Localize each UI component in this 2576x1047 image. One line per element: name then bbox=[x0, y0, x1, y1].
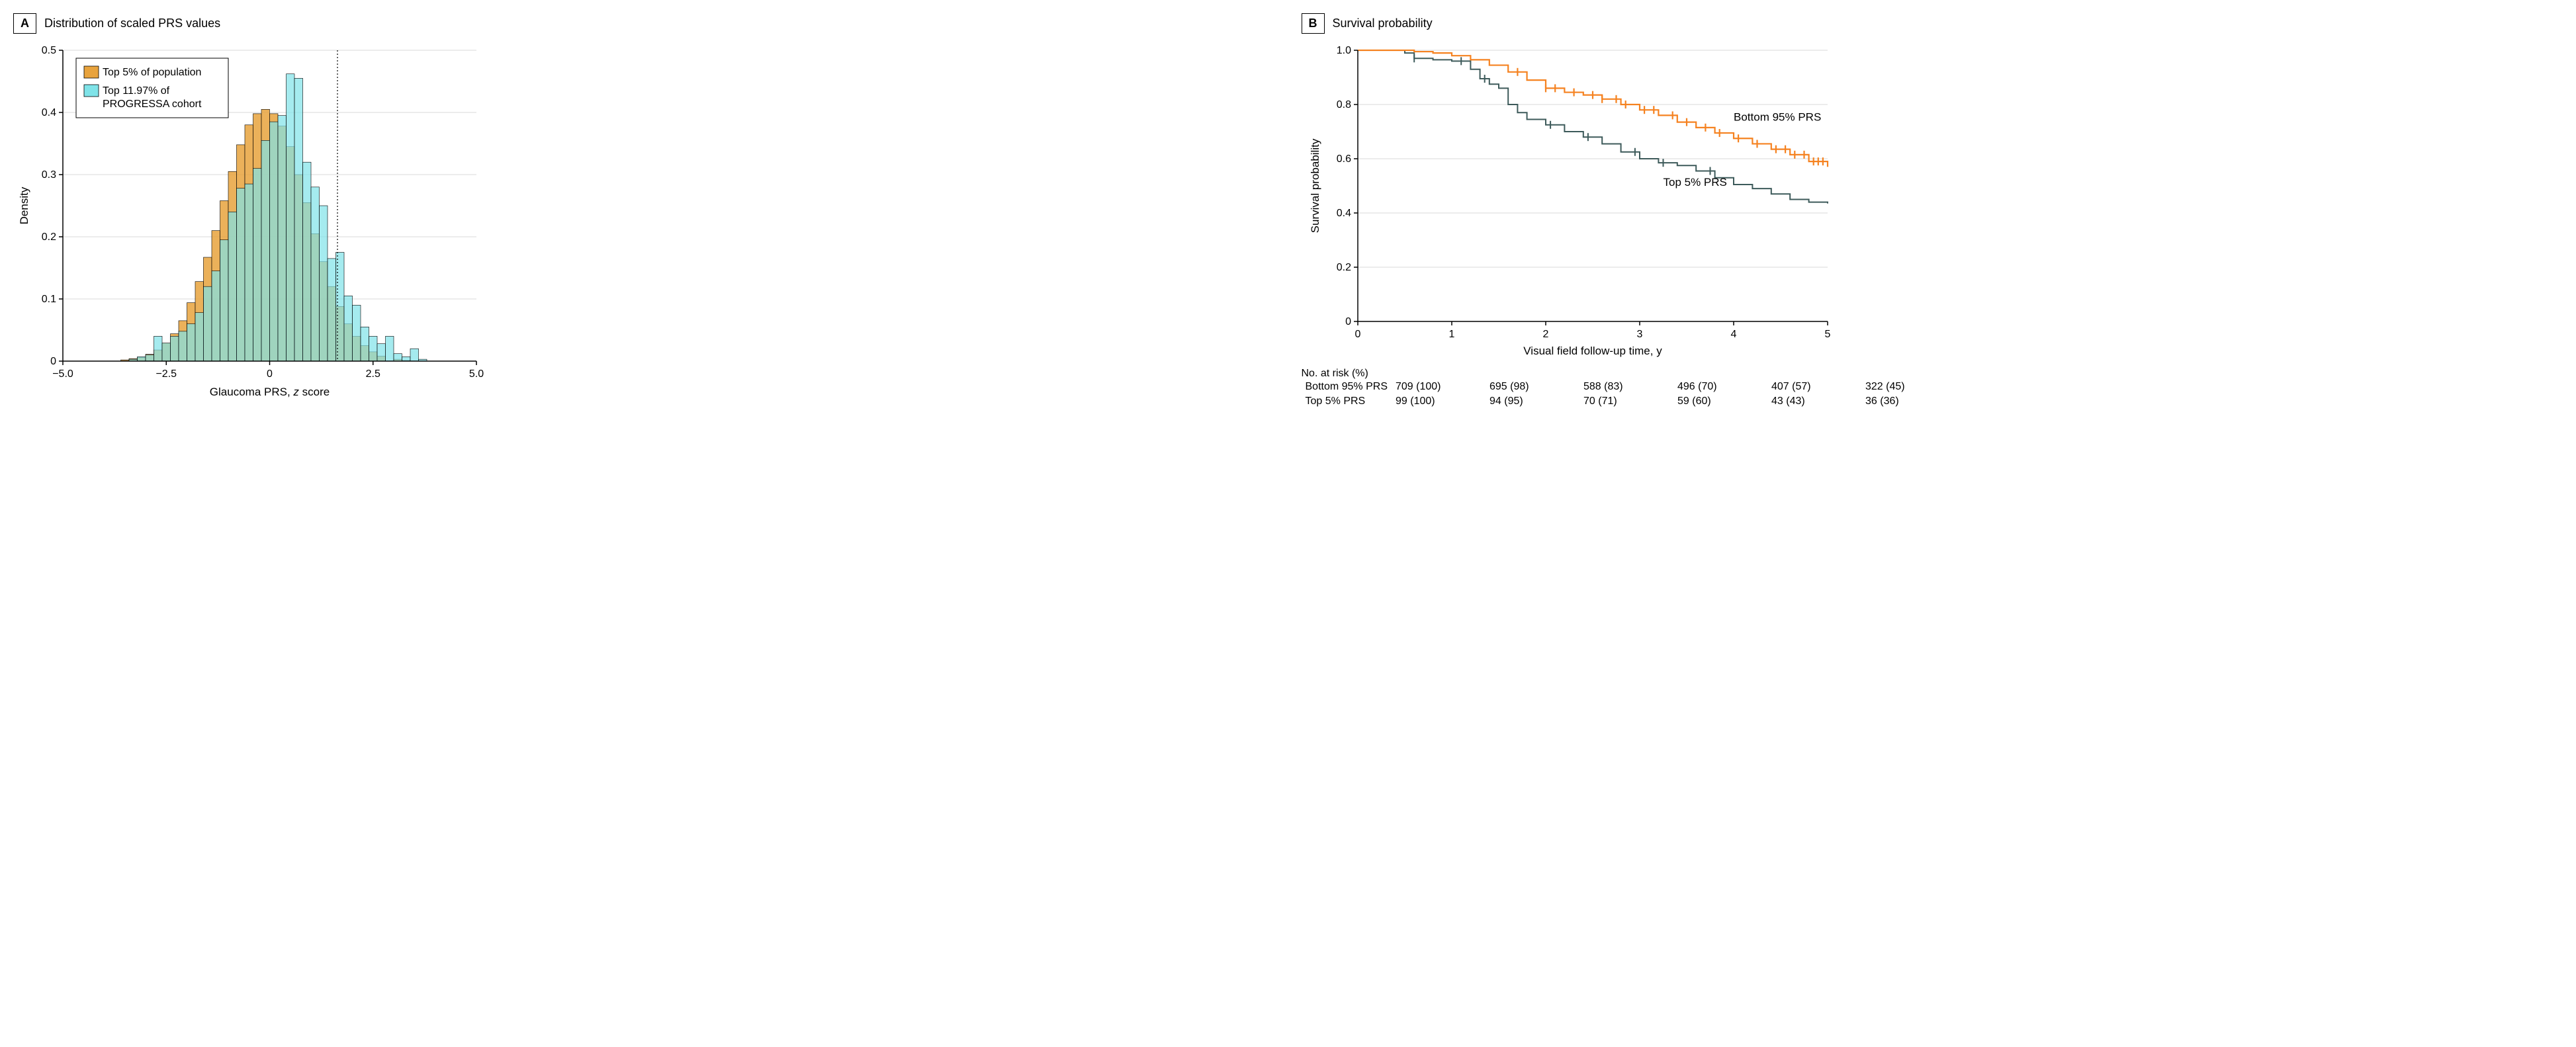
figure-container: A Distribution of scaled PRS values 0 0.1… bbox=[13, 13, 2563, 409]
svg-text:1.0: 1.0 bbox=[1336, 45, 1351, 56]
svg-text:1: 1 bbox=[1448, 329, 1454, 340]
svg-text:Top 5% of population: Top 5% of population bbox=[103, 67, 201, 78]
svg-text:Density: Density bbox=[18, 187, 30, 224]
panel-b-header: B Survival probability bbox=[1302, 13, 2563, 34]
svg-text:2: 2 bbox=[1542, 329, 1548, 340]
svg-text:−2.5: −2.5 bbox=[155, 368, 177, 380]
svg-text:0.6: 0.6 bbox=[1336, 153, 1351, 165]
svg-text:Top 11.97% of: Top 11.97% of bbox=[103, 85, 170, 97]
panel-a-chart: 0 0.1 0.2 0.3 0.4 0.5 −5.0 −2.5 0 2.5 5.0 Glaucoma … bbox=[13, 44, 1275, 407]
svg-text:0: 0 bbox=[267, 368, 273, 380]
svg-text:0.2: 0.2 bbox=[1336, 262, 1351, 273]
svg-text:0.2: 0.2 bbox=[42, 231, 56, 243]
svg-text:4: 4 bbox=[1730, 329, 1736, 340]
svg-text:0.3: 0.3 bbox=[42, 169, 56, 181]
survival-svg: Bottom 95% PRS Top 5% PRS 0 0.2 0.4 0.6 0.8 1.0… bbox=[1302, 44, 1844, 361]
svg-text:Top 5% PRS: Top 5% PRS bbox=[1663, 176, 1726, 188]
svg-text:Bottom 95% PRS: Bottom 95% PRS bbox=[1734, 111, 1821, 124]
svg-text:0.1: 0.1 bbox=[42, 294, 56, 305]
panel-b-title: Survival probability bbox=[1333, 17, 1433, 30]
panel-a-title: Distribution of scaled PRS values bbox=[44, 17, 220, 30]
svg-text:5.0: 5.0 bbox=[469, 368, 484, 380]
svg-text:0.4: 0.4 bbox=[42, 107, 56, 118]
panel-a-header: A Distribution of scaled PRS values bbox=[13, 13, 1275, 34]
panel-b-letter: B bbox=[1302, 13, 1325, 34]
svg-text:Glaucoma PRS, z score: Glaucoma PRS, z score bbox=[210, 386, 330, 398]
svg-text:Survival probability: Survival probability bbox=[1309, 138, 1321, 233]
svg-text:0.5: 0.5 bbox=[42, 45, 56, 56]
risk-table: No. at risk (%) Bottom 95% PRS709 (100)6… bbox=[1302, 368, 2563, 409]
panel-b: B Survival probability Bottom 95% PRS Top… bbox=[1302, 13, 2563, 409]
svg-text:0.8: 0.8 bbox=[1336, 99, 1351, 110]
panel-b-chart: Bottom 95% PRS Top 5% PRS 0 0.2 0.4 0.6 0.8 1.0… bbox=[1302, 44, 2563, 361]
svg-text:5: 5 bbox=[1824, 329, 1830, 340]
panel-a: A Distribution of scaled PRS values 0 0.1… bbox=[13, 13, 1275, 409]
svg-text:3: 3 bbox=[1636, 329, 1642, 340]
svg-text:Visual field follow-up time, y: Visual field follow-up time, y bbox=[1523, 345, 1662, 357]
risk-table-header: No. at risk (%) bbox=[1302, 368, 2563, 380]
svg-text:0.4: 0.4 bbox=[1336, 208, 1351, 219]
svg-text:2.5: 2.5 bbox=[366, 368, 380, 380]
histogram-svg: 0 0.1 0.2 0.3 0.4 0.5 −5.0 −2.5 0 2.5 5.0 Glaucoma … bbox=[13, 44, 490, 407]
risk-table-body: Bottom 95% PRS709 (100)695 (98)588 (83)4… bbox=[1302, 380, 2563, 409]
svg-text:0: 0 bbox=[50, 356, 56, 367]
panel-a-letter: A bbox=[13, 13, 36, 34]
svg-text:0: 0 bbox=[1345, 316, 1351, 327]
svg-text:0: 0 bbox=[1355, 329, 1360, 340]
svg-text:−5.0: −5.0 bbox=[52, 368, 73, 380]
svg-text:PROGRESSA cohort: PROGRESSA cohort bbox=[103, 99, 202, 110]
